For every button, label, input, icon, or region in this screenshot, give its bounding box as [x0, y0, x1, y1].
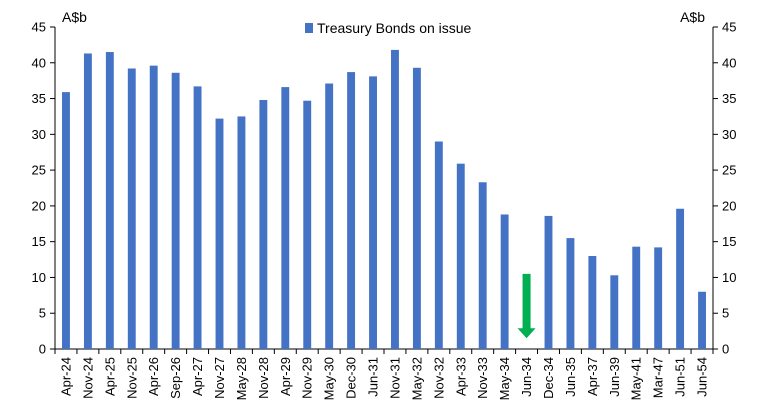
- bar-Nov-29: [303, 100, 312, 349]
- y-tick-label-left: 30: [32, 127, 46, 142]
- x-tick-label: Nov-31: [387, 357, 402, 399]
- x-tick-label: Nov-32: [431, 357, 446, 399]
- x-tick-label: May-32: [409, 357, 424, 400]
- x-tick-label: Dec-34: [541, 357, 556, 399]
- y-tick-label-right: 15: [722, 234, 736, 249]
- x-tick-label: Sep-26: [168, 357, 183, 399]
- bar-Jun-39: [610, 275, 619, 349]
- y-tick-label-right: 35: [722, 91, 736, 106]
- x-tick-label: Nov-33: [475, 357, 490, 399]
- y-tick-label-left: 40: [32, 55, 46, 70]
- bar-Jun-54: [698, 291, 706, 349]
- x-tick-label: Nov-25: [124, 357, 139, 399]
- bar-Apr-33: [456, 163, 465, 349]
- axes: 0 0 5 5 10 10 15 15 20 20 25 25 30 30 35 35 40 40 45 45 Apr-…: [32, 20, 737, 401]
- x-tick-label: Apr-33: [453, 357, 468, 396]
- bar-May-28: [237, 116, 246, 349]
- x-tick-label: Apr-24: [58, 357, 73, 396]
- x-tick-label: Nov-29: [300, 357, 315, 399]
- y-tick-label-left: 25: [32, 163, 46, 178]
- y-tick-label-right: 10: [722, 270, 736, 285]
- y-tick-label-left: 0: [39, 342, 46, 357]
- y-tick-label-right: 25: [722, 163, 736, 178]
- bar-Nov-25: [127, 68, 136, 349]
- bar-Nov-28: [259, 99, 268, 349]
- y-axis-unit-left: A$b: [62, 9, 87, 25]
- x-tick-label: Jun-39: [607, 357, 622, 397]
- y-tick-label-right: 5: [722, 306, 729, 321]
- bar-Apr-37: [588, 255, 597, 349]
- y-axis-unit-right: A$b: [680, 9, 705, 25]
- bar-Apr-27: [193, 86, 202, 349]
- y-tick-label-left: 20: [32, 198, 46, 213]
- y-tick-label-left: 35: [32, 91, 46, 106]
- bar-Nov-27: [215, 118, 224, 349]
- bar-Nov-33: [478, 182, 487, 349]
- down-arrow-icon: [517, 273, 536, 339]
- x-tick-label: Jun-31: [366, 357, 381, 397]
- x-tick-label: Apr-25: [102, 357, 117, 396]
- x-tick-label: Apr-27: [190, 357, 205, 396]
- bar-Jun-51: [676, 208, 685, 349]
- x-tick-label: Jun-34: [519, 357, 534, 397]
- x-tick-label: Jun-54: [695, 357, 710, 397]
- y-tick-label-right: 40: [722, 55, 736, 70]
- x-tick-label: Apr-37: [585, 357, 600, 396]
- x-tick-label: May-41: [629, 357, 644, 400]
- legend: Treasury Bonds on issue: [305, 20, 472, 36]
- x-tick-label: Jun-51: [673, 357, 688, 397]
- bar-Apr-24: [62, 92, 70, 350]
- x-tick-label: Apr-29: [278, 357, 293, 396]
- x-tick-label: May-34: [497, 357, 512, 400]
- bar-Dec-30: [347, 72, 356, 349]
- y-tick-label-left: 5: [39, 306, 46, 321]
- legend-swatch: [305, 23, 313, 33]
- x-tick-label: Dec-30: [344, 357, 359, 399]
- bar-Mar-47: [654, 247, 663, 349]
- bar-Apr-29: [281, 87, 290, 350]
- bar-Apr-25: [105, 52, 114, 350]
- bar-Sep-26: [171, 72, 180, 349]
- bar-Nov-24: [83, 53, 92, 349]
- y-tick-label-left: 45: [32, 20, 46, 35]
- bar-Nov-31: [391, 49, 399, 350]
- x-tick-label: Mar-47: [651, 357, 666, 398]
- y-tick-label-left: 10: [32, 270, 46, 285]
- y-tick-label-right: 45: [722, 20, 736, 35]
- bar-Jun-35: [566, 238, 575, 349]
- annotations: [517, 273, 536, 339]
- bar-May-34: [500, 214, 509, 349]
- x-tick-label: Apr-26: [146, 357, 161, 396]
- bar-Apr-26: [149, 65, 158, 349]
- bars: [62, 49, 706, 350]
- bar-Dec-34: [544, 215, 553, 349]
- bar-May-41: [632, 246, 641, 349]
- y-tick-label-left: 15: [32, 234, 46, 249]
- y-tick-label-right: 0: [722, 342, 729, 357]
- bar-May-30: [325, 83, 334, 349]
- y-tick-label-right: 20: [722, 198, 736, 213]
- x-tick-label: Nov-27: [212, 357, 227, 399]
- x-tick-label: May-30: [322, 357, 337, 400]
- bar-Jun-31: [369, 76, 377, 349]
- x-tick-label: Nov-28: [256, 357, 271, 399]
- x-tick-label: Nov-24: [80, 357, 95, 399]
- legend-label: Treasury Bonds on issue: [317, 20, 472, 36]
- bar-May-32: [412, 67, 421, 349]
- bar-Nov-32: [434, 141, 443, 349]
- x-tick-label: May-28: [234, 357, 249, 400]
- y-tick-label-right: 30: [722, 127, 736, 142]
- x-tick-label: Jun-35: [563, 357, 578, 397]
